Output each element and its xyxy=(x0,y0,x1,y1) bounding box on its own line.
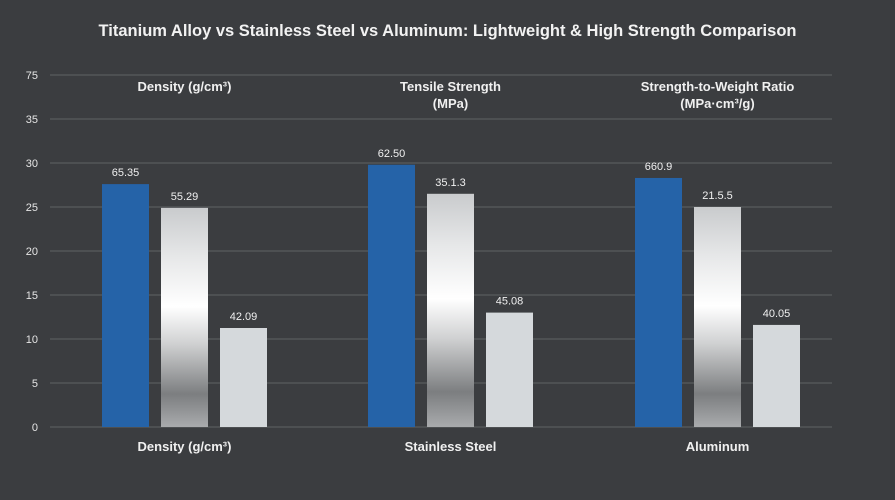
y-tick-label: 35 xyxy=(26,114,38,126)
y-tick-label: 15 xyxy=(26,290,38,302)
y-tick-label: 5 xyxy=(32,378,38,390)
data-label: 21.5.5 xyxy=(702,190,733,202)
bar xyxy=(368,164,415,427)
data-label: 660.9 xyxy=(645,161,673,173)
bar xyxy=(427,193,474,427)
chart-title: Titanium Alloy vs Stainless Steel vs Alu… xyxy=(98,22,797,40)
bar xyxy=(753,324,800,427)
bar xyxy=(486,312,533,427)
y-tick-label: 75 xyxy=(26,70,38,82)
data-label: 40.05 xyxy=(763,308,791,320)
data-label: 35.1.3 xyxy=(435,177,466,189)
group-title: Density (g/cm³) xyxy=(138,79,232,94)
y-tick-label: 20 xyxy=(26,246,38,258)
x-category-label: Stainless Steel xyxy=(405,439,497,454)
x-category-label: Density (g/cm³) xyxy=(138,439,232,454)
y-tick-label: 10 xyxy=(26,334,38,346)
data-label: 62.50 xyxy=(378,148,406,160)
group-title: Tensile Strength xyxy=(400,79,501,94)
y-tick-label: 25 xyxy=(26,202,38,214)
bar xyxy=(102,184,149,427)
group-title: (MPa) xyxy=(433,96,468,111)
bar xyxy=(161,207,208,427)
y-tick-label: 30 xyxy=(26,158,38,170)
group-title: (MPa·cm³/g) xyxy=(680,96,754,111)
y-tick-label: 0 xyxy=(32,422,38,434)
bar xyxy=(220,328,267,427)
data-label: 42.09 xyxy=(230,311,258,323)
data-label: 45.08 xyxy=(496,296,524,308)
data-label: 65.35 xyxy=(112,167,140,179)
data-label: 55.29 xyxy=(171,191,199,203)
bar xyxy=(694,207,741,427)
group-title: Strength-to-Weight Ratio xyxy=(641,79,795,94)
x-category-label: Aluminum xyxy=(686,439,750,454)
bar xyxy=(635,177,682,427)
